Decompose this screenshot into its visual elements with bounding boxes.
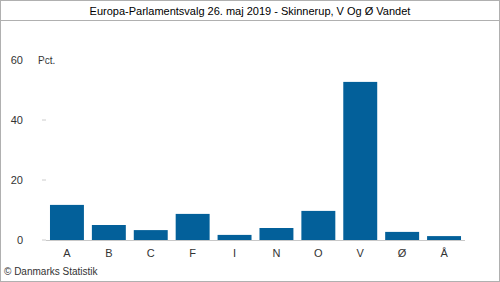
source: © Danmarks Statistik	[4, 266, 99, 277]
bar	[385, 232, 419, 240]
x-tick-label: B	[105, 247, 112, 259]
x-tick-label: N	[272, 247, 280, 259]
bar	[92, 225, 126, 240]
bar	[301, 211, 335, 240]
y-tick	[42, 120, 46, 121]
y-tick	[42, 180, 46, 181]
bar	[427, 236, 461, 240]
bar	[218, 235, 252, 240]
bar	[134, 230, 168, 240]
x-tick-label: V	[357, 247, 365, 259]
y-axis-label: Pct.	[38, 55, 55, 66]
bar	[176, 214, 210, 240]
bar	[50, 205, 84, 240]
y-tick-label: 0	[17, 234, 23, 246]
x-axis	[46, 240, 465, 241]
x-tick-label: C	[147, 247, 155, 259]
bar	[259, 228, 293, 240]
chart: Europa-Parlamentsvalg 26. maj 2019 - Ski…	[0, 0, 500, 282]
y-tick	[42, 60, 46, 61]
x-tick-label: I	[233, 247, 236, 259]
x-tick-label: F	[189, 247, 196, 259]
x-tick-label: O	[314, 247, 323, 259]
title: Europa-Parlamentsvalg 26. maj 2019 - Ski…	[90, 5, 411, 17]
y-tick	[42, 240, 46, 241]
x-tick-label: Å	[440, 247, 448, 259]
y-tick-label: 20	[11, 174, 23, 186]
y-tick-label: 40	[11, 114, 23, 126]
y-tick-label: 60	[11, 54, 23, 66]
x-tick-label: A	[63, 247, 71, 259]
frame	[1, 1, 500, 282]
x-tick-label: Ø	[398, 247, 407, 259]
title-rule	[1, 20, 500, 21]
bars	[50, 82, 461, 240]
bar	[343, 82, 377, 240]
